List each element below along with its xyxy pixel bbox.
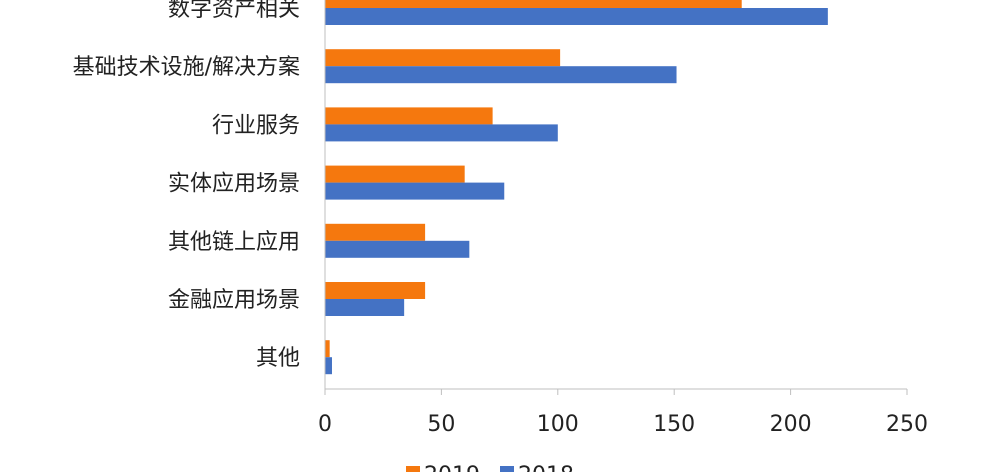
x-tick-label: 250: [886, 412, 928, 437]
bar-2018-1: [325, 66, 677, 84]
x-tick-label: 0: [318, 412, 332, 437]
bar-2018-0: [325, 8, 828, 25]
category-label: 金融应用场景: [168, 288, 300, 313]
category-labels: 数字资产相关基础技术设施/解决方案行业服务实体应用场景其他链上应用金融应用场景其…: [73, 0, 300, 371]
bar-2018-4: [325, 240, 470, 258]
legend-label-2019: 2019: [424, 463, 480, 472]
category-label: 数字资产相关: [168, 0, 300, 22]
bar-2019-3: [325, 165, 465, 183]
bar-2018-6: [325, 357, 332, 375]
bar-2018-3: [325, 182, 505, 200]
category-label: 实体应用场景: [168, 172, 300, 197]
bar-2019-6: [325, 340, 330, 358]
legend: 2019 2018: [406, 463, 574, 472]
bar-2018-5: [325, 299, 405, 316]
legend-swatch-2018: [500, 466, 514, 472]
bar-2019-2: [325, 107, 493, 125]
legend-swatch-2019: [406, 466, 420, 472]
x-tick-label: 50: [427, 412, 455, 437]
category-label: 其他链上应用: [168, 230, 300, 255]
category-label: 行业服务: [212, 113, 300, 138]
bars-group: [325, 0, 828, 375]
x-tick-label: 150: [653, 412, 695, 437]
x-tick-labels: 0 50 100 150 200 250: [318, 412, 928, 437]
category-label: 其他: [256, 346, 300, 371]
axes: [324, 0, 908, 395]
bar-2019-0: [325, 0, 742, 8]
category-label: 基础技术设施/解决方案: [73, 55, 300, 80]
bar-2018-2: [325, 124, 558, 142]
x-tick-label: 200: [770, 412, 812, 437]
bar-2019-4: [325, 223, 426, 241]
x-tick-label: 100: [537, 412, 579, 437]
legend-label-2018: 2018: [518, 463, 574, 472]
bar-2019-5: [325, 282, 426, 299]
bar-2019-1: [325, 49, 561, 67]
